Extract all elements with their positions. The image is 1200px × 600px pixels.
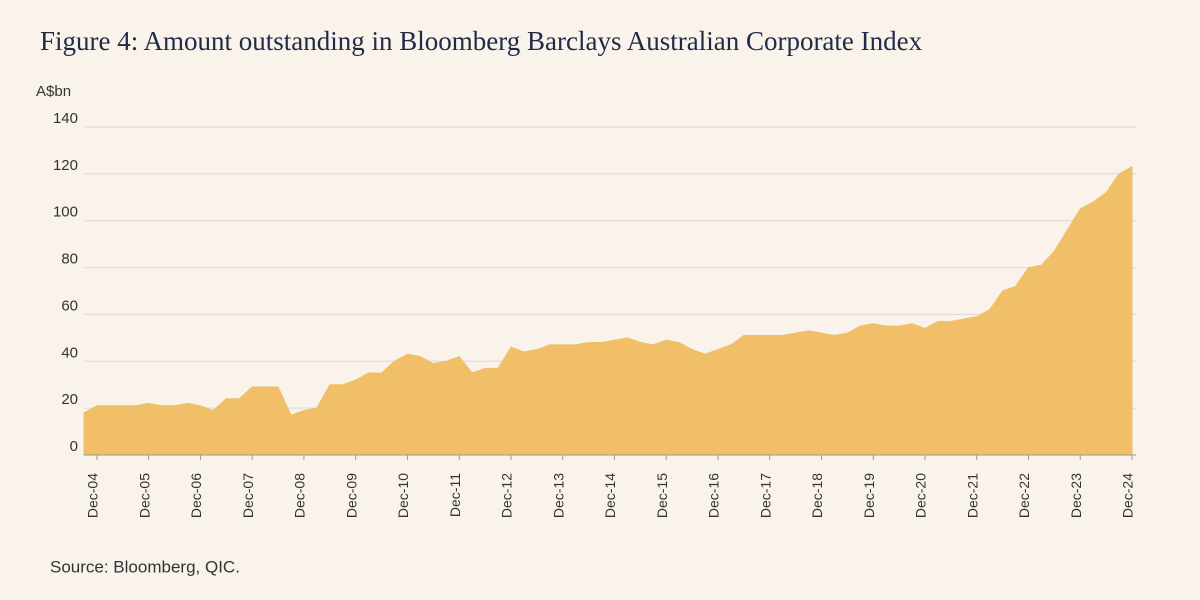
- chart-title: Figure 4: Amount outstanding in Bloomber…: [40, 26, 923, 56]
- y-tick-label: 100: [53, 204, 78, 221]
- x-tick-label: Dec-04: [85, 473, 101, 518]
- x-tick-label: Dec-19: [861, 473, 877, 518]
- y-tick-label: 140: [53, 110, 78, 127]
- x-tick-label: Dec-15: [654, 473, 670, 518]
- x-tick-label: Dec-07: [240, 473, 256, 518]
- y-tick-label: 80: [61, 251, 78, 268]
- x-tick-label: Dec-22: [1016, 473, 1032, 518]
- x-tick-label: Dec-11: [447, 473, 463, 517]
- y-tick-label: 20: [61, 391, 78, 408]
- x-tick-label: Dec-16: [706, 473, 722, 518]
- x-tick-label: Dec-24: [1120, 473, 1136, 518]
- x-tick-label: Dec-23: [1068, 473, 1084, 518]
- x-tick-label: Dec-20: [913, 473, 929, 518]
- source-note: Source: Bloomberg, QIC.: [50, 557, 240, 576]
- x-tick-label: Dec-17: [757, 473, 773, 518]
- x-tick-label: Dec-10: [395, 473, 411, 518]
- x-tick-label: Dec-08: [292, 473, 308, 518]
- y-tick-label: 60: [61, 297, 78, 314]
- x-tick-label: Dec-12: [499, 473, 515, 518]
- x-tick-label: Dec-14: [602, 473, 618, 518]
- area: [83, 165, 1133, 456]
- y-axis-label: A$bn: [36, 83, 71, 100]
- y-tick-label: 40: [61, 344, 78, 361]
- x-tick-label: Dec-13: [550, 473, 566, 518]
- x-tick-label: Dec-09: [343, 473, 359, 518]
- x-tick-label: Dec-06: [188, 473, 204, 518]
- x-tick-label: Dec-21: [964, 473, 980, 518]
- x-tick-label: Dec-18: [809, 473, 825, 518]
- y-tick-label: 120: [53, 157, 78, 174]
- y-tick-label: 0: [70, 438, 78, 455]
- x-tick-label: Dec-05: [136, 473, 152, 518]
